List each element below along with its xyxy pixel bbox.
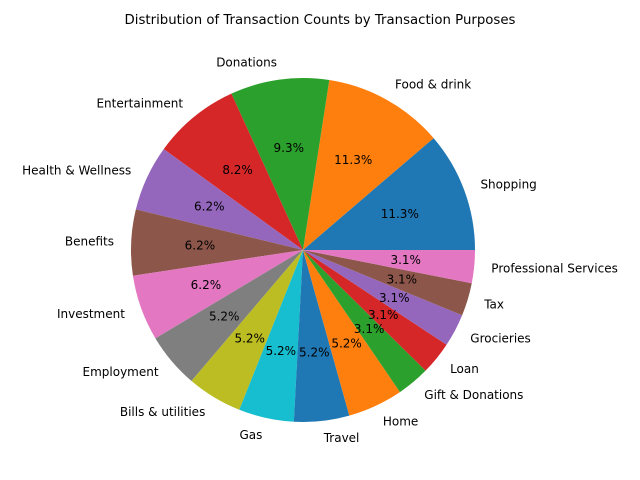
pie-slice-gift-donations: [303, 250, 426, 393]
slice-percent-gas: 5.2%: [266, 344, 297, 358]
pie-slice-travel: [293, 250, 350, 423]
slice-percent-tax: 3.1%: [387, 273, 418, 287]
pie-slice-professional-services: [303, 250, 475, 284]
slice-label-investment: Investment: [57, 307, 125, 321]
slice-label-travel: Travel: [323, 431, 360, 445]
slice-label-professional-services: Professional Services: [491, 261, 618, 275]
slice-label-grocieries: Grocieries: [470, 331, 531, 345]
pie-labels: Shopping Food & drink Donations Entertainme…: [22, 56, 618, 445]
slice-percent-bills-utilities: 5.2%: [234, 331, 265, 345]
pie-slices: [130, 78, 475, 423]
slice-percent-food-drink: 11.3%: [334, 153, 372, 167]
pie-slice-benefits: [130, 209, 303, 276]
pie-slice-tax: [303, 250, 472, 316]
slice-percent-grocieries: 3.1%: [379, 291, 410, 305]
slice-label-entertainment: Entertainment: [96, 97, 183, 111]
slice-label-employment: Employment: [83, 365, 159, 379]
pie-slice-gas: [239, 250, 303, 422]
slice-label-health-wellness: Health & Wellness: [22, 164, 131, 178]
chart-title: Distribution of Transaction Counts by Tr…: [125, 13, 516, 28]
pie-slice-grocieries: [303, 250, 463, 345]
slice-percent-shopping: 11.3%: [381, 207, 419, 221]
slice-percent-investment: 6.2%: [191, 278, 222, 292]
slice-label-gas: Gas: [239, 428, 262, 442]
pie-slice-health-wellness: [135, 149, 303, 250]
pie-slice-employment: [155, 250, 303, 381]
pie-slice-donations: [231, 78, 330, 250]
pie-slice-loan: [303, 250, 447, 371]
slice-label-food-drink: Food & drink: [395, 78, 471, 92]
pie-slice-bills-utilities: [191, 250, 303, 410]
slice-label-bills-utilities: Bills & utilities: [120, 405, 205, 419]
slice-percent-employment: 5.2%: [209, 310, 240, 324]
slice-percent-donations: 9.3%: [274, 141, 305, 155]
pie-slice-entertainment: [163, 93, 303, 251]
slice-label-tax: Tax: [483, 297, 504, 311]
pie-slice-home: [303, 250, 400, 416]
slice-label-home: Home: [383, 415, 418, 429]
slice-percent-health-wellness: 6.2%: [194, 200, 225, 214]
slice-percent-home: 5.2%: [331, 337, 362, 351]
pie-slice-food-drink: [303, 80, 434, 250]
slice-percent-loan: 3.1%: [368, 308, 399, 322]
slice-percent-professional-services: 3.1%: [390, 253, 421, 267]
slice-label-gift-donations: Gift & Donations: [424, 388, 523, 402]
slice-percent-entertainment: 8.2%: [222, 163, 253, 177]
slice-label-donations: Donations: [216, 56, 277, 70]
slice-percent-gift-donations: 3.1%: [354, 322, 385, 336]
slice-percent-benefits: 6.2%: [185, 238, 216, 252]
pie-slice-investment: [132, 250, 303, 339]
slice-label-loan: Loan: [450, 362, 479, 376]
slice-label-shopping: Shopping: [480, 177, 536, 191]
pie-percent-labels: 11.3%11.3%9.3%8.2%6.2%6.2%6.2%5.2%5.2%5.…: [185, 141, 421, 360]
slice-percent-travel: 5.2%: [299, 346, 330, 360]
pie-slice-shopping: [303, 138, 475, 250]
slice-label-benefits: Benefits: [65, 235, 114, 249]
